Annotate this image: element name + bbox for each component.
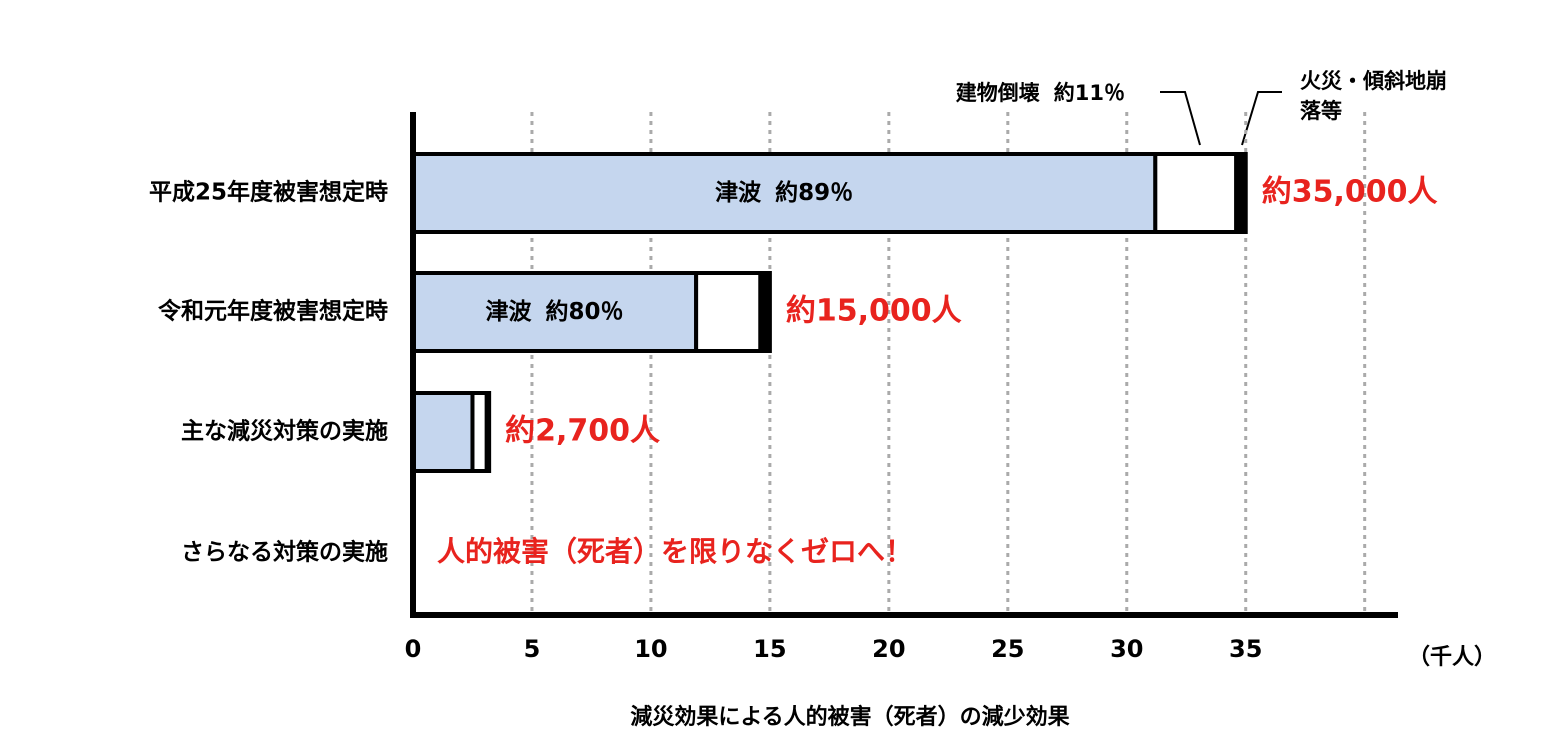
bar-segment	[411, 152, 1158, 234]
segment-label: 津波 約80％	[486, 298, 624, 325]
y-tick-label: さらなる対策の実施	[181, 539, 388, 566]
segment-label: 津波 約89％	[715, 179, 853, 206]
x-tick-label: 35	[1229, 635, 1262, 663]
total-label: 約35,000人	[1262, 175, 1438, 210]
total-label: 約2,700人	[505, 414, 660, 449]
x-tick-label: 0	[405, 635, 422, 663]
x-tick-label: 15	[753, 635, 786, 663]
bar-segment	[694, 271, 763, 353]
x-tick-label: 30	[1110, 635, 1143, 663]
share-label: 約80％	[546, 298, 624, 325]
chart-title: 減災効果による人的被害（死者）の減少効果	[630, 704, 1069, 730]
bar-segment	[1234, 152, 1248, 234]
x-tick-label: 25	[991, 635, 1024, 663]
bar-segment	[411, 271, 699, 353]
y-tick-label: 令和元年度被害想定時	[158, 298, 388, 325]
y-tick-label: 平成25年度被害想定時	[149, 179, 388, 206]
bar-segment	[470, 391, 489, 473]
callout-line	[1241, 91, 1282, 146]
callout: 建物倒壊 約11％	[956, 81, 1125, 105]
x-tick-label: 5	[524, 635, 541, 663]
bar-segment	[758, 271, 772, 353]
bar-segment	[1153, 152, 1239, 234]
share-label: 約11％	[1054, 81, 1125, 105]
series-name: 建物倒壊	[956, 81, 1040, 105]
message: 人的被害（死者）を限りなくゼロへ！	[437, 535, 913, 568]
bar-segment	[484, 391, 492, 473]
y-tick-label: 主な減災対策の実施	[181, 418, 388, 445]
callout-line	[1160, 91, 1201, 146]
callout: 火災・傾斜地崩落等	[1300, 69, 1447, 123]
total-label: 約15,000人	[786, 294, 962, 329]
bar-segment	[411, 391, 475, 473]
share-label: 約89％	[775, 179, 853, 206]
unit-label: （千人）	[1408, 645, 1496, 670]
series-name: 津波	[715, 179, 762, 206]
x-tick-label: 20	[872, 635, 905, 663]
x-tick-label: 10	[634, 635, 667, 663]
series-name: 津波	[486, 298, 533, 325]
